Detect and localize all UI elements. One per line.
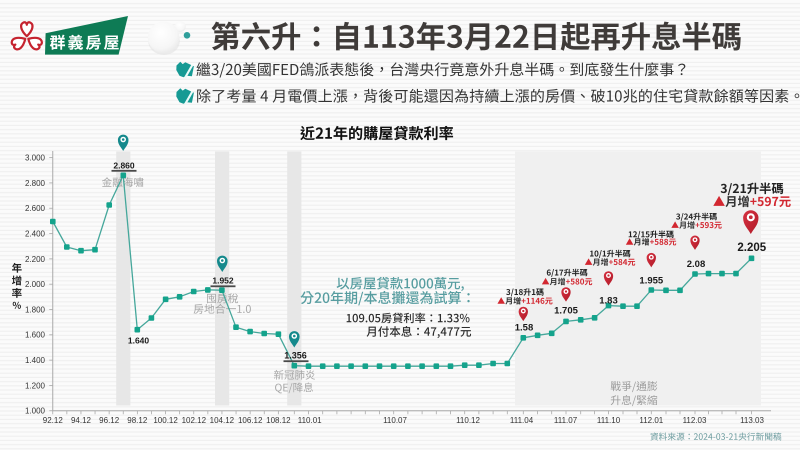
svg-text:104.12: 104.12 bbox=[210, 416, 235, 425]
svg-text:111.07: 111.07 bbox=[554, 416, 578, 425]
svg-text:111.04: 111.04 bbox=[510, 416, 534, 425]
svg-text:1.83: 1.83 bbox=[599, 295, 618, 306]
svg-text:1.800: 1.800 bbox=[25, 305, 46, 314]
svg-text:110.12: 110.12 bbox=[456, 416, 480, 425]
svg-text:94.12: 94.12 bbox=[71, 416, 92, 425]
svg-text:113.03: 113.03 bbox=[740, 416, 764, 425]
svg-text:2.800: 2.800 bbox=[25, 179, 46, 188]
svg-text:1.356: 1.356 bbox=[284, 351, 307, 361]
svg-text:1.000: 1.000 bbox=[25, 407, 46, 416]
svg-text:2.08: 2.08 bbox=[687, 259, 706, 270]
svg-text:112.03: 112.03 bbox=[683, 416, 707, 425]
svg-text:2.000: 2.000 bbox=[25, 280, 46, 289]
svg-text:98.12: 98.12 bbox=[127, 416, 148, 425]
svg-text:1.705: 1.705 bbox=[554, 305, 578, 316]
svg-text:1.955: 1.955 bbox=[639, 275, 663, 286]
svg-text:110.01: 110.01 bbox=[298, 416, 322, 425]
svg-text:2.400: 2.400 bbox=[25, 229, 46, 238]
svg-text:100.12: 100.12 bbox=[153, 416, 178, 425]
svg-text:2.860: 2.860 bbox=[113, 160, 135, 170]
svg-text:3.000: 3.000 bbox=[25, 154, 46, 163]
svg-text:1.640: 1.640 bbox=[128, 336, 150, 346]
svg-text:92.12: 92.12 bbox=[43, 416, 64, 425]
svg-text:1.58: 1.58 bbox=[515, 323, 534, 334]
svg-text:2.600: 2.600 bbox=[25, 204, 46, 213]
svg-text:2.205: 2.205 bbox=[737, 242, 766, 254]
svg-text:96.12: 96.12 bbox=[99, 416, 120, 425]
svg-text:102.12: 102.12 bbox=[182, 416, 207, 425]
svg-text:110.07: 110.07 bbox=[383, 416, 407, 425]
svg-text:106.12: 106.12 bbox=[238, 416, 263, 425]
svg-text:1.400: 1.400 bbox=[25, 356, 46, 365]
svg-text:1.952: 1.952 bbox=[212, 276, 234, 286]
svg-text:2.200: 2.200 bbox=[25, 255, 46, 264]
svg-text:108.12: 108.12 bbox=[266, 416, 291, 425]
svg-text:112.01: 112.01 bbox=[639, 416, 663, 425]
svg-text:111.10: 111.10 bbox=[597, 416, 621, 425]
svg-text:1.600: 1.600 bbox=[25, 331, 46, 340]
svg-text:1.200: 1.200 bbox=[25, 381, 46, 390]
